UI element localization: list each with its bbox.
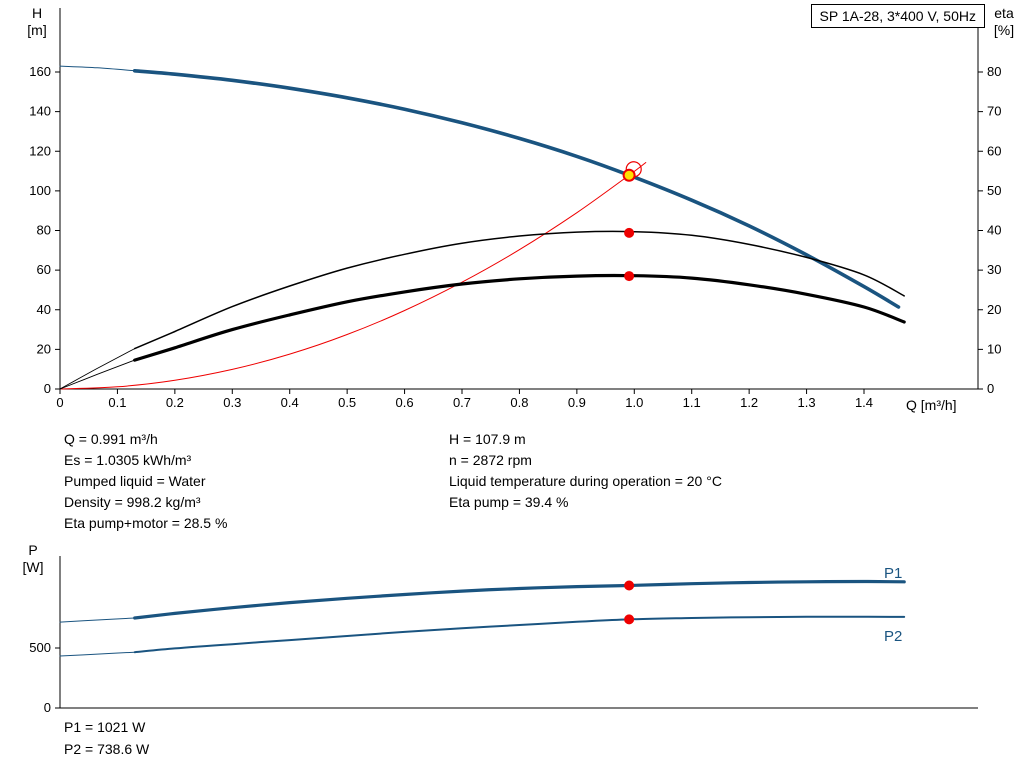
x-tick-label: 0.2 <box>166 395 184 410</box>
y-tick-label: 80 <box>37 223 51 238</box>
p1-curve <box>133 579 906 620</box>
x-tick-label: 0.3 <box>223 395 241 410</box>
q-axis-label: Q [m³/h] <box>906 397 957 413</box>
info-es: Es = 1.0305 kWh/m³ <box>64 452 192 468</box>
x-tick-label: 0 <box>56 395 63 410</box>
info-n: n = 2872 rpm <box>449 452 532 468</box>
y-tick-label: 500 <box>29 640 51 655</box>
p2-point <box>624 614 635 625</box>
eta-axis-label: eta [%] <box>993 5 1015 38</box>
eta-tick-label: 40 <box>987 223 1001 238</box>
p2-curve-lead <box>59 651 136 657</box>
x-tick-label: 1.2 <box>740 395 758 410</box>
eta-tick-label: 10 <box>987 341 1001 356</box>
pump-title-box: SP 1A-28, 3*400 V, 50Hz <box>810 4 985 28</box>
h-axis-label: H [m] <box>27 5 47 38</box>
p2-curve <box>133 615 906 654</box>
info-eta-pump-motor: Eta pump+motor = 28.5 % <box>64 515 228 531</box>
x-tick-label: 0.8 <box>510 395 528 410</box>
info-p1: P1 = 1021 W <box>64 719 146 735</box>
x-tick-label: 0.4 <box>281 395 299 410</box>
p1-curve-label: P1 <box>884 565 902 582</box>
y-tick-label: 100 <box>29 183 51 198</box>
y-tick-label: 120 <box>29 143 51 158</box>
y-tick-label: 160 <box>29 64 51 79</box>
y-tick-label: 0 <box>44 700 51 715</box>
eta-pump-motor-curve <box>133 273 906 362</box>
system-curve <box>59 162 647 390</box>
x-tick-label: 0.5 <box>338 395 356 410</box>
eta-tick-label: 70 <box>987 104 1001 119</box>
eta-tick-label: 20 <box>987 302 1001 317</box>
hq-curve <box>132 69 901 309</box>
x-tick-label: 1.4 <box>855 395 873 410</box>
x-tick-label: 1.3 <box>798 395 816 410</box>
p2-curve-label: P2 <box>884 628 902 645</box>
info-eta-pump: Eta pump = 39.4 % <box>449 494 569 510</box>
eta-pump-curve <box>133 230 905 350</box>
eta-tick-label: 50 <box>987 183 1001 198</box>
x-tick-label: 0.1 <box>108 395 126 410</box>
info-q: Q = 0.991 m³/h <box>64 431 158 447</box>
y-tick-label: 0 <box>44 381 51 396</box>
duty-point <box>622 168 636 182</box>
eta-tick-label: 80 <box>987 64 1001 79</box>
eta-tick-label: 0 <box>987 381 994 396</box>
eta-pump-point <box>624 227 635 238</box>
x-tick-label: 1.1 <box>683 395 701 410</box>
info-density: Density = 998.2 kg/m³ <box>64 494 201 510</box>
p1-point <box>624 580 635 591</box>
duty-info-left: Q = 0.991 m³/h Es = 1.0305 kWh/m³ Pumped… <box>64 429 227 534</box>
eta-tick-label: 60 <box>987 143 1001 158</box>
eta-pump-curve-lead <box>59 348 136 390</box>
x-tick-label: 0.9 <box>568 395 586 410</box>
p1-curve-lead <box>59 617 136 623</box>
info-h: H = 107.9 m <box>449 431 526 447</box>
x-tick-label: 0.7 <box>453 395 471 410</box>
p-axis-label: P [W] <box>22 542 44 575</box>
x-tick-label: 1.0 <box>625 395 643 410</box>
y-tick-label: 40 <box>37 302 51 317</box>
x-tick-label: 0.6 <box>396 395 414 410</box>
y-tick-label: 60 <box>37 262 51 277</box>
info-liquid-temperature: Liquid temperature during operation = 20… <box>449 473 722 489</box>
y-tick-label: 140 <box>29 104 51 119</box>
info-p2: P2 = 738.6 W <box>64 741 150 757</box>
power-info: P1 = 1021 W P2 = 738.6 W <box>64 716 149 760</box>
eta-tick-label: 30 <box>987 262 1001 277</box>
duty-info-right: H = 107.9 m n = 2872 rpm Liquid temperat… <box>449 429 722 513</box>
hq-curve-lead <box>59 65 136 72</box>
eta-pump-motor-curve-lead <box>59 359 136 390</box>
eta-pump-motor-point <box>624 271 635 282</box>
info-pumped-liquid: Pumped liquid = Water <box>64 473 206 489</box>
y-tick-label: 20 <box>37 341 51 356</box>
